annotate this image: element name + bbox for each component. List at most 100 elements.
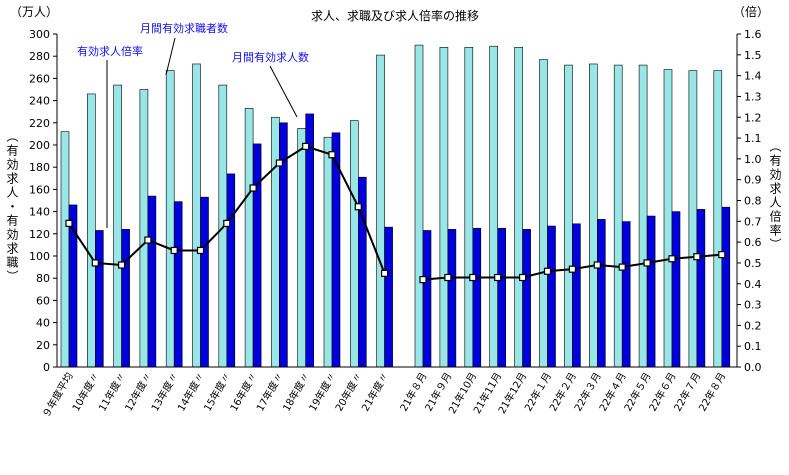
ratio-point xyxy=(91,259,99,267)
job-seekers-bar xyxy=(564,64,573,368)
job-seekers-bar xyxy=(663,69,673,368)
ratio-point xyxy=(302,142,310,150)
annotation-job-offers: 月間有効求人数 xyxy=(232,50,309,64)
ratio-point xyxy=(249,184,257,192)
ratio-point xyxy=(144,236,152,244)
ratio-point xyxy=(668,255,676,263)
ratio-point xyxy=(328,151,336,159)
right-tick-label: 0.5 xyxy=(744,257,762,270)
job-offers-bar xyxy=(472,227,482,368)
right-tick-label: 1.5 xyxy=(744,49,762,62)
left-axis-label: （有効求人・有効求職） xyxy=(5,130,19,284)
right-tick-label: 0.6 xyxy=(744,236,762,249)
ratio-point xyxy=(381,269,389,277)
left-tick-label: 80 xyxy=(36,272,50,285)
left-tick-label: 260 xyxy=(29,72,50,85)
x-axis-labels: ９年度平均10年度〃11年度〃12年度〃13年度〃14年度〃15年度〃16年度〃… xyxy=(39,370,728,420)
right-tick-label: 1.2 xyxy=(744,111,762,124)
job-offers-bar xyxy=(252,143,262,368)
right-tick-label: 1.6 xyxy=(744,28,762,41)
left-axis-unit: （万人） xyxy=(10,5,58,19)
ratio-point xyxy=(354,203,362,211)
ratio-point xyxy=(643,259,651,267)
ratio-point xyxy=(170,246,178,255)
left-tick-label: 220 xyxy=(29,117,50,130)
annotation-job-seekers-leader xyxy=(165,37,176,76)
ratio-point xyxy=(518,273,527,282)
job-offers-bar xyxy=(547,225,556,368)
job-offers-bar xyxy=(671,211,681,368)
right-tick-label: 0.3 xyxy=(744,299,762,312)
job-offers-bar xyxy=(226,173,236,368)
right-tick-label: 1.0 xyxy=(744,153,762,166)
left-tick-label: 300 xyxy=(29,28,50,41)
right-tick-label: 0.8 xyxy=(744,195,762,208)
right-tick-label: 0.2 xyxy=(744,319,762,332)
annotation-leaders xyxy=(106,37,298,228)
annotation-job-seekers: 月間有効求職者数 xyxy=(140,21,228,35)
right-tick-label: 0.1 xyxy=(744,340,762,353)
job-offers-bar xyxy=(572,223,581,368)
job-seekers-bar xyxy=(192,63,201,368)
ratio-point xyxy=(117,261,126,269)
chart-title: 求人、求職及び求人倍率の推移 xyxy=(311,8,479,23)
job-seekers-bar xyxy=(489,45,499,368)
job-seekers-bar xyxy=(297,128,307,368)
job-offers-bar xyxy=(121,229,130,368)
right-axis: 0.0 0.1 0.2 0.3 0.4 0.5 0.6 0.7 0.8 0.9 1.0 1.1 1.2 1… xyxy=(737,28,762,374)
ratio-point xyxy=(568,265,577,273)
ratio-point xyxy=(196,246,205,255)
job-seekers-bar xyxy=(688,70,698,368)
bar-series xyxy=(60,44,731,368)
job-seekers-bar xyxy=(713,70,723,368)
job-offers-bar xyxy=(200,196,209,368)
ratio-point xyxy=(444,273,452,282)
left-tick-label: 160 xyxy=(29,183,50,196)
annotation-job-offers-leader xyxy=(269,65,298,118)
job-seekers-bar xyxy=(539,59,548,368)
right-tick-label: 1.1 xyxy=(744,132,762,145)
job-offers-bar xyxy=(621,221,631,368)
left-tick-label: 100 xyxy=(29,250,50,263)
job-offers-bar xyxy=(95,230,104,368)
left-tick-label: 180 xyxy=(29,161,50,174)
job-seekers-bar xyxy=(165,70,175,368)
job-seekers-bar xyxy=(638,64,648,368)
job-seekers-bar xyxy=(514,47,523,368)
right-tick-label: 0.0 xyxy=(744,361,762,374)
ratio-point xyxy=(543,267,552,275)
ratio-point xyxy=(494,273,502,282)
annotation-ratio: 有効求人倍率 xyxy=(77,44,143,58)
job-seekers-bar xyxy=(376,54,385,368)
job-seekers-bar xyxy=(87,93,96,368)
left-tick-label: 0 xyxy=(43,361,50,374)
job-seekers-bar xyxy=(271,116,280,368)
left-tick-label: 200 xyxy=(29,139,50,152)
left-tick-label: 140 xyxy=(29,206,50,219)
right-axis-label: （有効求人倍率） xyxy=(768,140,782,252)
job-offers-bar xyxy=(646,215,656,368)
job-seekers-bar xyxy=(323,136,333,368)
ratio-point xyxy=(275,159,283,167)
job-seekers-bar xyxy=(244,108,254,368)
ratio-point xyxy=(593,261,601,269)
left-tick-label: 60 xyxy=(36,294,50,307)
job-seekers-bar xyxy=(613,64,623,368)
job-offers-bar xyxy=(305,113,315,368)
left-tick-label: 20 xyxy=(36,339,50,352)
left-tick-label: 280 xyxy=(29,50,50,63)
left-tick-label: 240 xyxy=(29,95,50,108)
ratio-line-series xyxy=(65,142,726,284)
job-seekers-bar xyxy=(464,47,474,368)
right-tick-label: 0.9 xyxy=(744,174,762,187)
job-offers-bar xyxy=(422,230,432,368)
job-seekers-bar xyxy=(588,63,598,368)
job-offers-bar xyxy=(447,229,457,368)
job-seekers-bar xyxy=(439,47,449,368)
ratio-point xyxy=(618,263,626,271)
left-tick-label: 120 xyxy=(29,228,50,241)
right-tick-label: 1.3 xyxy=(744,90,762,103)
job-offers-bar xyxy=(721,206,731,368)
job-offers-bar xyxy=(384,226,393,368)
